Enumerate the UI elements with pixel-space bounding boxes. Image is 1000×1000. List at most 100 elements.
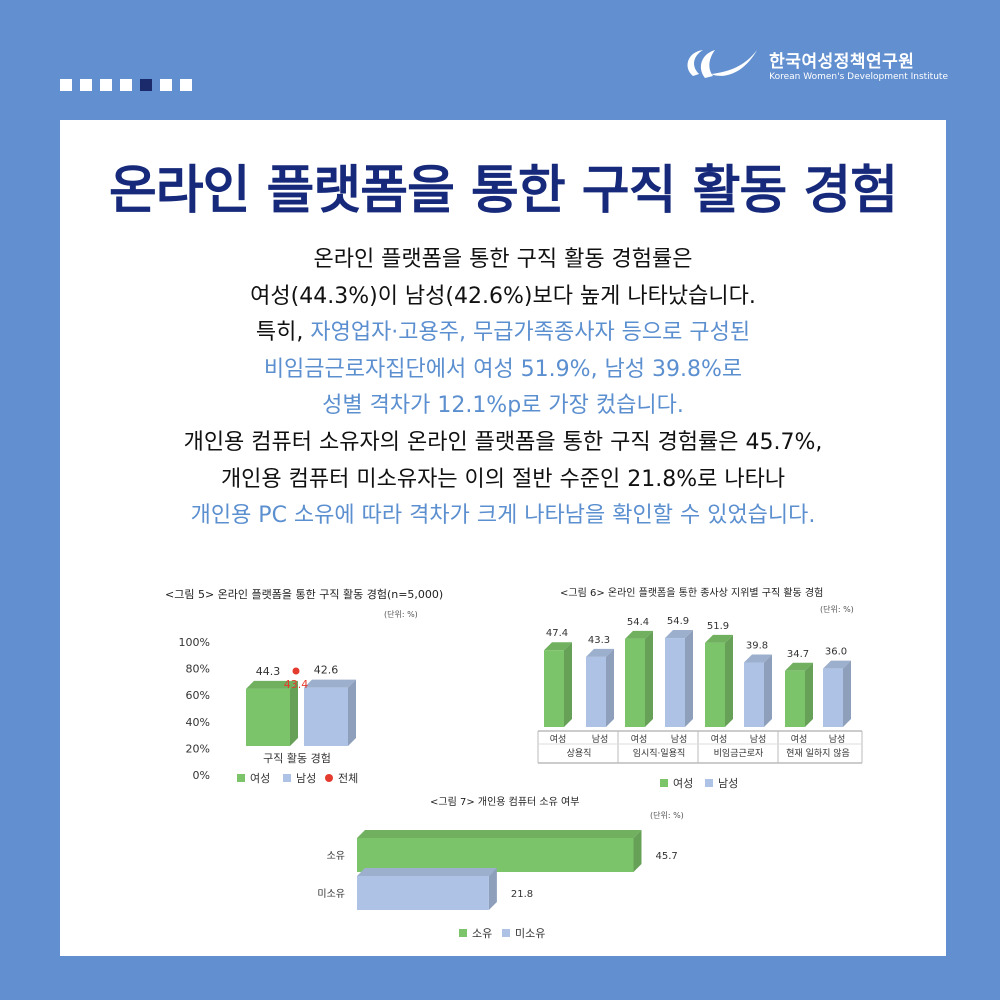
fig5-legend-total-swatch [325, 774, 333, 782]
fig6-category-label: 상용직 [567, 748, 592, 759]
body-line-4: 비임금근로자집단에서 여성 51.9%, 남성 39.8%로 [263, 356, 743, 382]
fig6-bar-male-top [586, 648, 614, 657]
page-dot [60, 79, 72, 91]
fig6-bar-female [625, 638, 645, 727]
fig6-category-label: 비임금근로자 [714, 747, 764, 759]
fig7-category-label: 소유 [327, 850, 345, 862]
fig6-bar-female-side [645, 630, 653, 727]
fig6-label-male: 36.0 [825, 647, 847, 658]
fig6-unit: (단위: %) [820, 604, 854, 614]
fig6-bar-female [785, 670, 805, 727]
fig6-bar-female-top [625, 630, 653, 639]
fig7-title: <그림 7> 개인용 컴퓨터 소유 여부 [430, 796, 579, 808]
fig5-legend-total-label: 전체 [338, 772, 358, 785]
page-dot [140, 79, 152, 91]
fig6-bar-female-side [564, 642, 572, 727]
body-line-6: 개인용 컴퓨터 소유자의 온라인 플랫폼을 통한 구직 경험률은 45.7%, [183, 429, 823, 455]
fig6-label-female: 51.9 [707, 621, 729, 632]
fig5-title: <그림 5> 온라인 플랫폼을 통한 구직 활동 경험(n=5,000) [165, 587, 443, 601]
fig6-bar-female-top [544, 642, 572, 651]
fig6-label-male: 39.8 [746, 641, 768, 652]
page-dot [80, 79, 92, 91]
fig6-sub-label-male: 남성 [592, 734, 609, 745]
fig6-legend-female-label: 여성 [673, 777, 693, 790]
fig6-label-female: 54.4 [627, 617, 649, 628]
fig7-legend-not-own-label: 미소유 [515, 927, 545, 940]
fig5-bar-male-top [304, 679, 356, 688]
fig7-bar [357, 876, 489, 910]
body-line-5: 성별 격차가 12.1%p로 가장 컸습니다. [322, 393, 684, 419]
fig7-bar-side [633, 830, 642, 872]
fig6-legend-male-swatch [705, 779, 713, 787]
fig6-label-male: 43.3 [588, 635, 610, 646]
logo-korean-name: 한국여성정책연구원 [769, 51, 915, 72]
fig6-label-male: 54.9 [667, 616, 689, 627]
fig6-bar-female-top [705, 634, 733, 643]
fig6-bar-female-top [785, 662, 813, 671]
fig5-label-female: 44.3 [256, 665, 281, 678]
fig6-bar-female-side [725, 634, 733, 727]
fig6-bar-male-top [744, 654, 772, 663]
fig5-bar-male [304, 687, 348, 746]
fig5-label-male: 42.6 [314, 664, 339, 677]
page-indicator-dots [60, 79, 192, 91]
fig7-legend-own-label: 소유 [472, 927, 492, 940]
page-dot [120, 79, 132, 91]
logo-english-name: Korean Women's Development Institute [769, 71, 948, 82]
fig6-category-label: 현재 일하지 않음 [786, 748, 850, 759]
fig5-y-tick: 80% [186, 663, 210, 676]
fig6-sub-label-female: 여성 [791, 733, 808, 745]
fig5-legend-male-swatch [283, 774, 291, 782]
body-line-7: 개인용 컴퓨터 미소유자는 이의 절반 수준인 21.8%로 나타나 [220, 466, 786, 492]
fig5-unit: (단위: %) [384, 609, 418, 619]
content-card: 온라인 플랫폼을 통한 구직 활동 경험 온라인 플랫폼을 통한 구직 활동 경… [60, 120, 946, 956]
fig6-bar-male-top [665, 630, 693, 639]
fig7-category-label: 미소유 [317, 888, 345, 900]
fig6-title: <그림 6> 온라인 플랫폼을 통한 종사상 지위별 구직 활동 경험 [560, 586, 823, 599]
fig7-value-label: 45.7 [655, 851, 677, 862]
fig6-bar-male-side [685, 630, 693, 727]
fig6-bar-male [665, 638, 685, 727]
fig5-point-total [292, 667, 300, 675]
fig6-category-label: 임시직·일용직 [633, 747, 686, 759]
fig5-y-tick: 60% [186, 689, 210, 702]
fig6-legend-female-swatch [660, 779, 668, 787]
body-line-3-highlight: 자영업자·고용주, 무급가족종사자 등으로 구성된 [310, 320, 751, 346]
fig7-value-label: 21.8 [511, 889, 533, 900]
kwdi-logo: 한국여성정책연구원 Korean Women's Development Ins… [681, 44, 948, 84]
fig6-sub-label-male: 남성 [829, 734, 846, 745]
fig5-y-tick: 40% [186, 716, 210, 729]
fig6-legend-male-label: 남성 [718, 777, 738, 790]
fig7-bar-top [357, 830, 642, 838]
fig6-sub-label-female: 여성 [711, 733, 728, 745]
fig6-bar-male-top [823, 660, 851, 669]
fig6-sub-label-male: 남성 [750, 734, 767, 745]
fig6-bar-male [586, 656, 606, 727]
fig6-bar-male-side [843, 660, 851, 727]
fig6-bar-female-side [805, 662, 813, 727]
fig7-unit: (단위: %) [650, 810, 684, 820]
fig5-y-tick: 0% [193, 769, 210, 782]
kwdi-logo-icon [687, 50, 758, 78]
page-title: 온라인 플랫폼을 통한 구직 활동 경험 [108, 161, 898, 221]
body-text: 온라인 플랫폼을 통한 구직 활동 경험률은 여성(44.3%)이 남성(42.… [60, 242, 946, 535]
fig5-bar-female-side [290, 680, 298, 746]
fig5-legend-female-swatch [237, 774, 245, 782]
body-line-3-lead: 특히, [255, 320, 311, 346]
fig7-bar-side [488, 868, 497, 910]
fig6-bar-male [744, 662, 764, 727]
page-dot [100, 79, 112, 91]
fig5-legend-male-label: 남성 [296, 772, 316, 785]
fig6-bar-female [544, 650, 564, 727]
fig5-bar-male-side [348, 679, 356, 746]
fig6-bar-female [705, 642, 725, 727]
fig7-bar [357, 838, 634, 872]
fig5-category-label: 구직 활동 경험 [263, 751, 331, 765]
fig5-y-tick: 20% [186, 742, 210, 755]
body-line-3: 특히, 자영업자·고용주, 무급가족종사자 등으로 구성된 [60, 315, 946, 352]
fig6-bar-male-side [606, 648, 614, 727]
fig5-bar-female-top [246, 680, 298, 689]
body-line-2: 여성(44.3%)이 남성(42.6%)보다 높게 나타났습니다. [250, 283, 756, 309]
fig7-legend-own-swatch [459, 929, 467, 937]
